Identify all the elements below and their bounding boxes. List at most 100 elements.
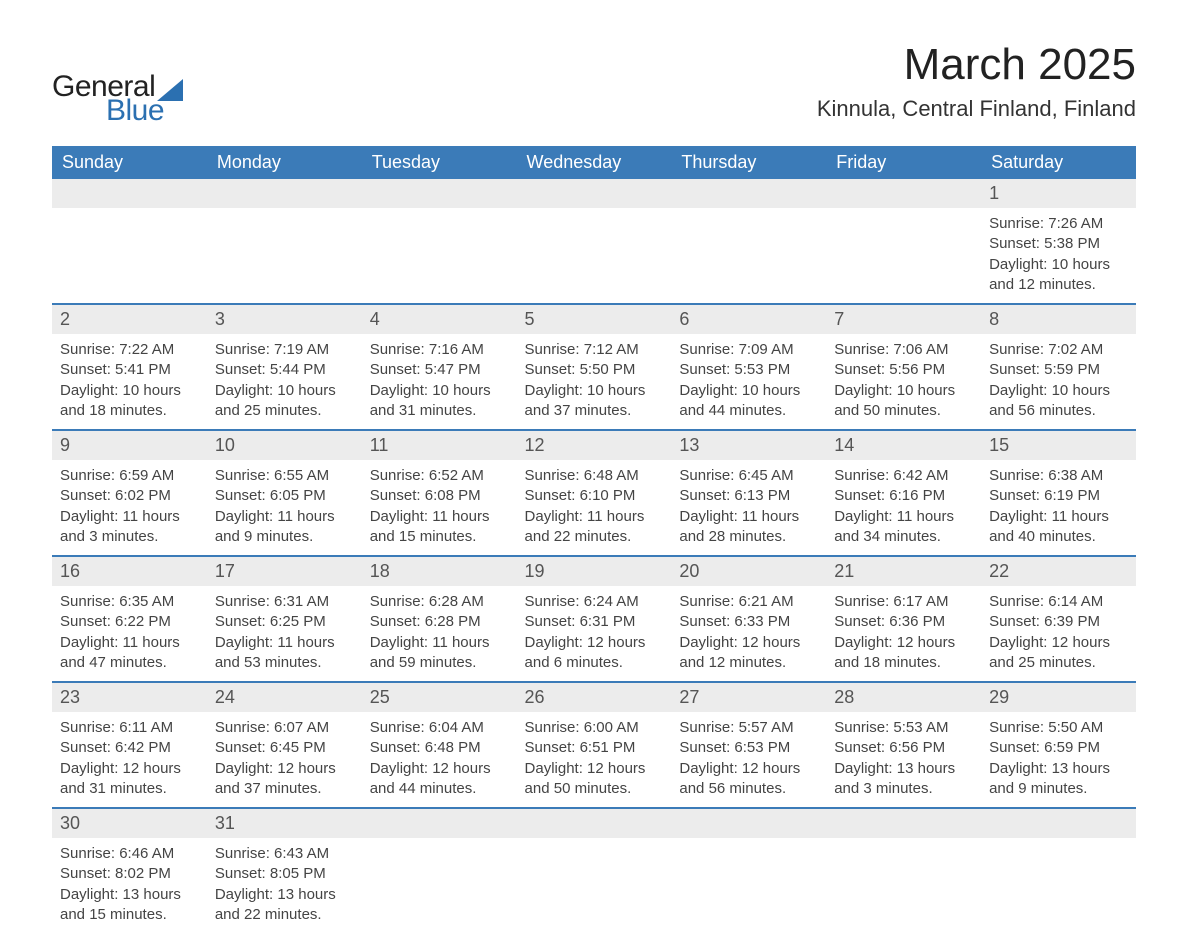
daylight-line: Daylight: 12 hours and 25 minutes. xyxy=(989,633,1128,674)
calendar-week: 23 Sunrise: 6:11 AMSunset: 6:42 PM Dayligh… xyxy=(52,682,1136,808)
sunset-line: Sunset: 6:28 PM xyxy=(370,612,509,632)
day-label: Friday xyxy=(826,146,981,179)
calendar-cell xyxy=(826,808,981,933)
calendar-cell: 30Sunrise: 6:46 AMSunset: 8:02 PMDayligh… xyxy=(52,808,207,933)
brand-word2: Blue xyxy=(106,94,164,128)
sunrise-line: Sunrise: 6:46 AM xyxy=(60,844,199,864)
sunrise-line: Sunrise: 5:57 AM xyxy=(679,718,818,738)
day-label: Wednesday xyxy=(517,146,672,179)
sunrise-line: Sunrise: 7:06 AM xyxy=(834,340,973,360)
sunrise-line: Sunrise: 6:52 AM xyxy=(370,466,509,486)
day-label: Saturday xyxy=(981,146,1136,179)
day-details xyxy=(826,208,981,288)
daylight-line: Daylight: 12 hours and 44 minutes. xyxy=(370,759,509,800)
day-details: Sunrise: 6:59 AMSunset: 6:02 PMDaylight:… xyxy=(52,460,207,555)
sunrise-line: Sunrise: 6:35 AM xyxy=(60,592,199,612)
daylight-line: Daylight: 10 hours and 44 minutes. xyxy=(679,381,818,422)
calendar-cell: 17Sunrise: 6:31 AMSunset: 6:25 PMDayligh… xyxy=(207,556,362,682)
day-label: Tuesday xyxy=(362,146,517,179)
sunrise-line: Sunrise: 5:50 AM xyxy=(989,718,1128,738)
daylight-line: Daylight: 12 hours and 18 minutes. xyxy=(834,633,973,674)
day-details: Sunrise: 7:16 AMSunset: 5:47 PMDaylight:… xyxy=(362,334,517,429)
sunrise-line: Sunrise: 6:55 AM xyxy=(215,466,354,486)
sunrise-line: Sunrise: 6:43 AM xyxy=(215,844,354,864)
calendar-cell xyxy=(826,179,981,304)
day-number xyxy=(826,179,981,208)
day-label: Monday xyxy=(207,146,362,179)
day-details: Sunrise: 6:04 AMSunset: 6:48 PMDaylight:… xyxy=(362,712,517,807)
day-number: 15 xyxy=(981,431,1136,460)
sunset-line: Sunset: 6:42 PM xyxy=(60,738,199,758)
calendar-cell xyxy=(362,808,517,933)
sunset-line: Sunset: 6:22 PM xyxy=(60,612,199,632)
day-number: 28 xyxy=(826,683,981,712)
sunrise-line: Sunrise: 6:11 AM xyxy=(60,718,199,738)
sunrise-line: Sunrise: 6:24 AM xyxy=(525,592,664,612)
sunset-line: Sunset: 5:47 PM xyxy=(370,360,509,380)
daylight-line: Daylight: 12 hours and 6 minutes. xyxy=(525,633,664,674)
brand-logo: General Blue xyxy=(52,70,183,128)
calendar-cell: 27Sunrise: 5:57 AMSunset: 6:53 PMDayligh… xyxy=(671,682,826,808)
calendar-cell: 3Sunrise: 7:19 AMSunset: 5:44 PMDaylight… xyxy=(207,304,362,430)
day-number: 23 xyxy=(52,683,207,712)
sunrise-line: Sunrise: 6:38 AM xyxy=(989,466,1128,486)
day-number: 5 xyxy=(517,305,672,334)
day-details: Sunrise: 6:42 AMSunset: 6:16 PMDaylight:… xyxy=(826,460,981,555)
calendar-cell: 19Sunrise: 6:24 AMSunset: 6:31 PMDayligh… xyxy=(517,556,672,682)
day-details: Sunrise: 7:09 AMSunset: 5:53 PMDaylight:… xyxy=(671,334,826,429)
calendar-cell: 16Sunrise: 6:35 AMSunset: 6:22 PMDayligh… xyxy=(52,556,207,682)
calendar-cell: 14Sunrise: 6:42 AMSunset: 6:16 PMDayligh… xyxy=(826,430,981,556)
day-number: 31 xyxy=(207,809,362,838)
day-number: 1 xyxy=(981,179,1136,208)
day-number: 27 xyxy=(671,683,826,712)
day-number: 2 xyxy=(52,305,207,334)
day-details: Sunrise: 7:26 AMSunset: 5:38 PMDaylight:… xyxy=(981,208,1136,303)
day-details: Sunrise: 6:38 AMSunset: 6:19 PMDaylight:… xyxy=(981,460,1136,555)
daylight-line: Daylight: 11 hours and 59 minutes. xyxy=(370,633,509,674)
day-details xyxy=(362,838,517,918)
day-number: 20 xyxy=(671,557,826,586)
daylight-line: Daylight: 12 hours and 37 minutes. xyxy=(215,759,354,800)
calendar-cell: 25Sunrise: 6:04 AMSunset: 6:48 PMDayligh… xyxy=(362,682,517,808)
day-details: Sunrise: 6:28 AMSunset: 6:28 PMDaylight:… xyxy=(362,586,517,681)
day-details: Sunrise: 6:43 AMSunset: 8:05 PMDaylight:… xyxy=(207,838,362,933)
calendar-cell: 2Sunrise: 7:22 AMSunset: 5:41 PMDaylight… xyxy=(52,304,207,430)
sunrise-line: Sunrise: 6:07 AM xyxy=(215,718,354,738)
sunrise-line: Sunrise: 7:26 AM xyxy=(989,214,1128,234)
daylight-line: Daylight: 11 hours and 40 minutes. xyxy=(989,507,1128,548)
sunset-line: Sunset: 6:45 PM xyxy=(215,738,354,758)
daylight-line: Daylight: 12 hours and 50 minutes. xyxy=(525,759,664,800)
day-number: 18 xyxy=(362,557,517,586)
day-label: Thursday xyxy=(671,146,826,179)
day-details xyxy=(981,838,1136,918)
sunset-line: Sunset: 8:02 PM xyxy=(60,864,199,884)
daylight-line: Daylight: 13 hours and 3 minutes. xyxy=(834,759,973,800)
day-number xyxy=(981,809,1136,838)
daylight-line: Daylight: 12 hours and 12 minutes. xyxy=(679,633,818,674)
day-number: 30 xyxy=(52,809,207,838)
day-details: Sunrise: 6:00 AMSunset: 6:51 PMDaylight:… xyxy=(517,712,672,807)
day-details: Sunrise: 7:22 AMSunset: 5:41 PMDaylight:… xyxy=(52,334,207,429)
day-number xyxy=(671,179,826,208)
sunset-line: Sunset: 6:16 PM xyxy=(834,486,973,506)
calendar-cell: 9Sunrise: 6:59 AMSunset: 6:02 PMDaylight… xyxy=(52,430,207,556)
sunset-line: Sunset: 6:19 PM xyxy=(989,486,1128,506)
day-number xyxy=(826,809,981,838)
sunset-line: Sunset: 5:56 PM xyxy=(834,360,973,380)
sunrise-line: Sunrise: 6:14 AM xyxy=(989,592,1128,612)
sunset-line: Sunset: 5:59 PM xyxy=(989,360,1128,380)
sunset-line: Sunset: 6:25 PM xyxy=(215,612,354,632)
day-details: Sunrise: 7:12 AMSunset: 5:50 PMDaylight:… xyxy=(517,334,672,429)
day-details: Sunrise: 6:31 AMSunset: 6:25 PMDaylight:… xyxy=(207,586,362,681)
daylight-line: Daylight: 11 hours and 47 minutes. xyxy=(60,633,199,674)
day-details: Sunrise: 6:55 AMSunset: 6:05 PMDaylight:… xyxy=(207,460,362,555)
calendar-cell: 10Sunrise: 6:55 AMSunset: 6:05 PMDayligh… xyxy=(207,430,362,556)
daylight-line: Daylight: 10 hours and 31 minutes. xyxy=(370,381,509,422)
sunset-line: Sunset: 6:31 PM xyxy=(525,612,664,632)
calendar-week: 2Sunrise: 7:22 AMSunset: 5:41 PMDaylight… xyxy=(52,304,1136,430)
day-details: Sunrise: 7:02 AMSunset: 5:59 PMDaylight:… xyxy=(981,334,1136,429)
day-number: 10 xyxy=(207,431,362,460)
daylight-line: Daylight: 11 hours and 15 minutes. xyxy=(370,507,509,548)
calendar-week: 9Sunrise: 6:59 AMSunset: 6:02 PMDaylight… xyxy=(52,430,1136,556)
day-number xyxy=(517,809,672,838)
